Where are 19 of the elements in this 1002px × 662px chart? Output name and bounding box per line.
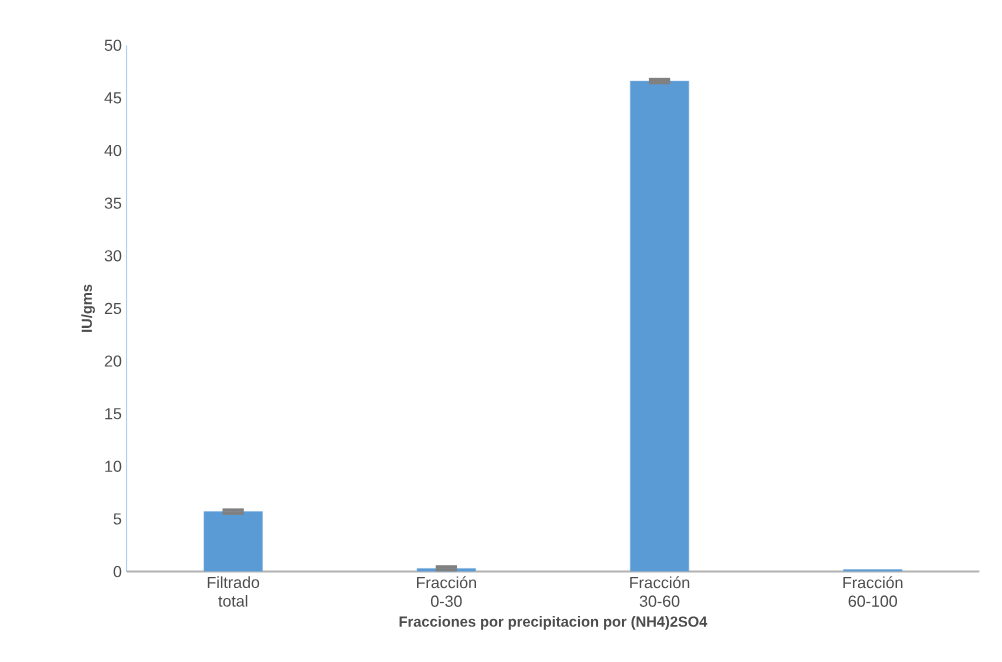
bar [203,511,263,572]
y-tick-label: 20 [104,355,122,367]
x-tick-label: Fracción 60-100 [843,576,903,607]
y-tick-label: 5 [113,513,122,525]
y-tick-label: 15 [105,408,122,420]
y-tick-label: 10 [105,460,122,472]
y-tick-label: 35 [104,197,122,209]
y-tick-label: 30 [104,250,122,262]
y-tick-label: 50 [104,39,122,51]
x-tick-label: Fracción 30-60 [630,576,690,607]
x-axis-title: Fracciones por precipitacion por (NH4)2SO4 [399,615,708,630]
y-tick-label: 25 [104,302,122,314]
x-tick-label: Filtrado total [207,576,260,607]
x-tick-label: Fracción 0-30 [417,576,476,607]
y-tick-label: 40 [104,144,122,157]
y-axis-title: IU/gms [81,284,95,332]
bar [629,80,690,572]
y-tick-label: 0 [113,565,122,578]
y-tick-label: 45 [104,92,122,104]
